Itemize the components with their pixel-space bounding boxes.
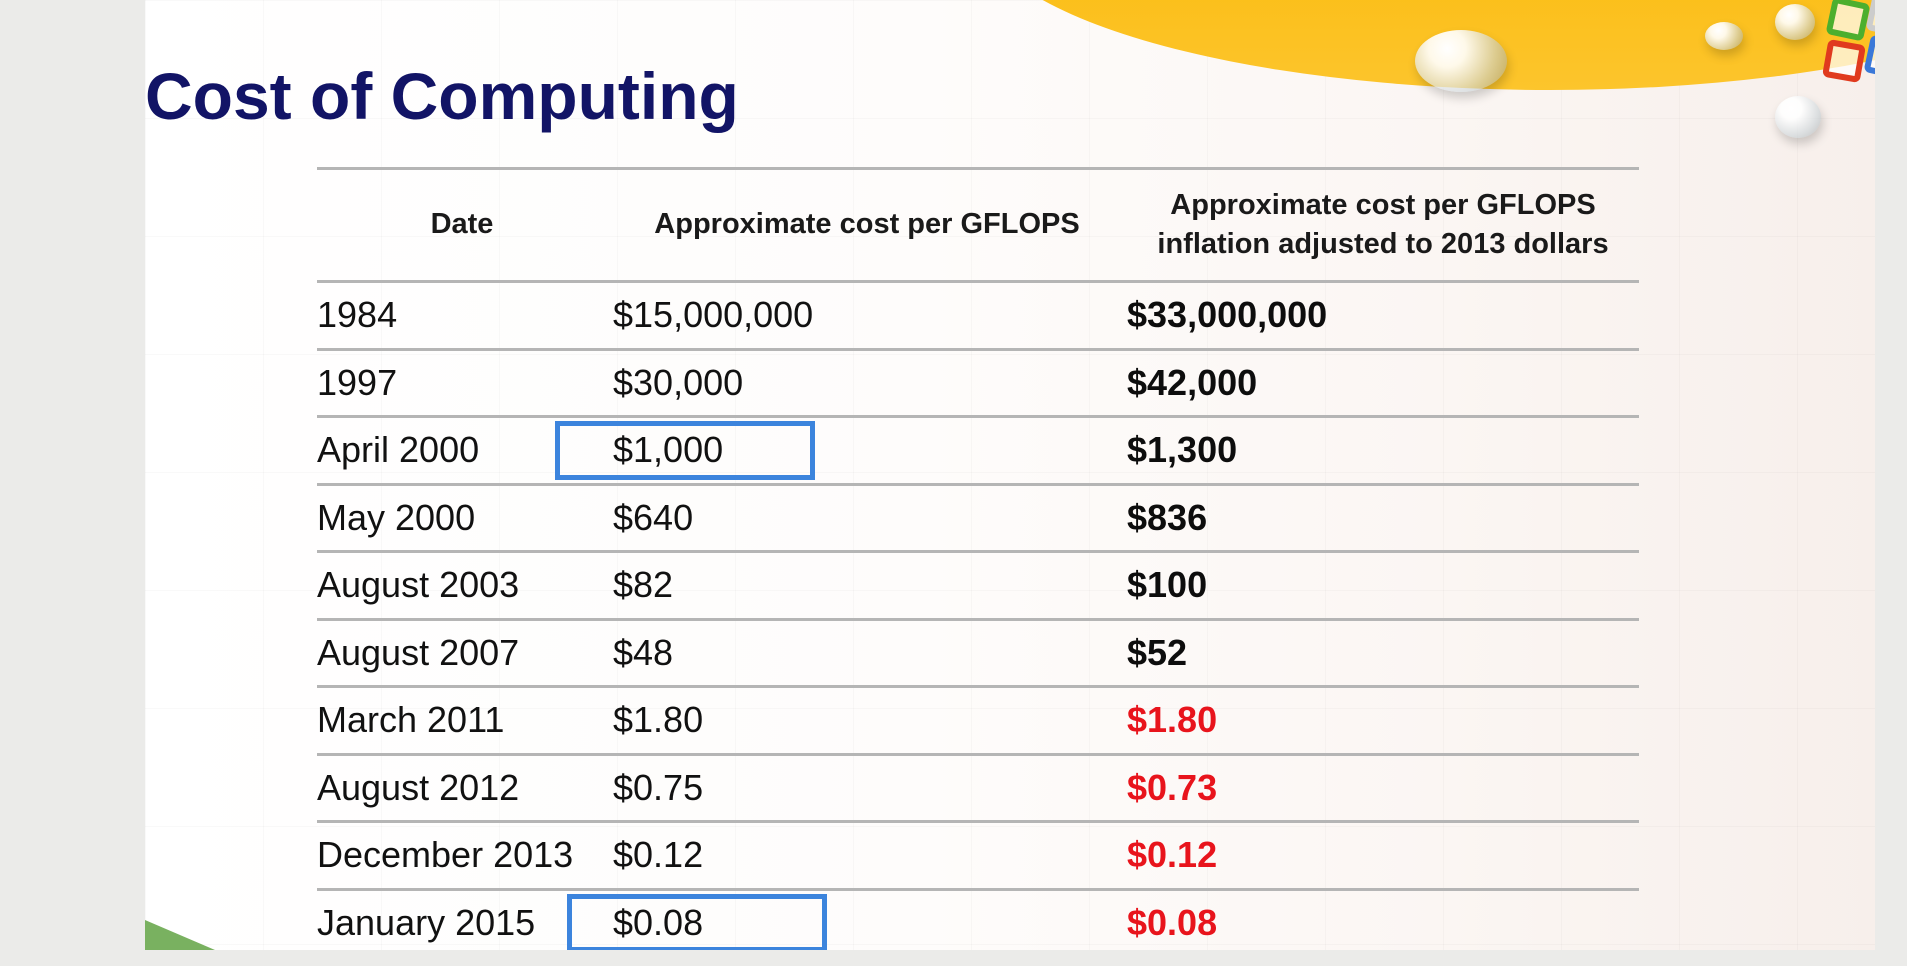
cell-adjusted: $52 <box>1127 619 1639 688</box>
cell-cost: $0.08 <box>567 889 1127 950</box>
table-body: 1984 $15,000,000 $33,000,000 1997 $30,000 $42… <box>317 281 1639 950</box>
cell-cost: $0.75 <box>607 754 1127 823</box>
cell-date: December 2013 <box>317 821 607 891</box>
cell-date: April 2000 <box>317 416 607 486</box>
water-drop-decoration <box>1415 30 1507 92</box>
cell-date: 1997 <box>317 349 607 418</box>
cell-adjusted: $1,300 <box>1127 416 1639 486</box>
cell-cost: $48 <box>607 619 1127 688</box>
cell-cost-value: $30,000 <box>613 361 744 403</box>
cell-cost-value: $0.75 <box>613 766 704 808</box>
cell-date: August 2012 <box>317 754 607 823</box>
corner-leaf-decoration <box>145 920 215 950</box>
cell-adjusted: $1.80 <box>1127 686 1639 756</box>
cell-cost: $1.80 <box>607 686 1127 756</box>
water-drop-decoration <box>1705 22 1743 50</box>
table-header-row: Date Approximate cost per GFLOPS Approxi… <box>317 167 1639 283</box>
slide-title: Cost of Computing <box>145 59 739 133</box>
cell-cost-value: $48 <box>613 631 674 673</box>
cell-adjusted: $0.08 <box>1127 889 1639 950</box>
table-row: August 2003 $82 $100 <box>317 551 1639 621</box>
cell-cost: $1,000 <box>555 416 1127 486</box>
cell-cost-value: $0.08 <box>613 901 704 943</box>
cell-cost: $640 <box>607 484 1127 553</box>
header-adjusted-line2: inflation adjusted to 2013 dollars <box>1157 228 1609 260</box>
cell-cost-value: $640 <box>613 496 694 538</box>
table-row: April 2000 $1,000 $1,300 <box>317 416 1639 486</box>
windows-squares-logo-icon <box>1795 0 1875 110</box>
table-row: March 2011 $1.80 $1.80 <box>317 686 1639 756</box>
table-row: January 2015 $0.08 $0.08 <box>317 889 1639 950</box>
cell-cost: $15,000,000 <box>607 281 1127 351</box>
cell-cost-value: $82 <box>613 564 674 606</box>
cell-cost-value: $15,000,000 <box>613 294 814 336</box>
water-drop-decoration <box>1775 4 1815 40</box>
header-adjusted-line1: Approximate cost per GFLOPS <box>1170 188 1596 221</box>
cell-date: March 2011 <box>317 686 607 756</box>
cell-adjusted: $100 <box>1127 551 1639 621</box>
cell-date: August 2003 <box>317 551 607 621</box>
water-drop-decoration <box>1775 96 1821 138</box>
header-cost: Approximate cost per GFLOPS <box>607 167 1127 283</box>
logo-square-green <box>1825 0 1871 42</box>
table-row: August 2007 $48 $52 <box>317 619 1639 688</box>
cell-adjusted: $0.12 <box>1127 821 1639 891</box>
table-row: May 2000 $640 $836 <box>317 484 1639 553</box>
table-row: 1984 $15,000,000 $33,000,000 <box>317 281 1639 351</box>
table-row: August 2012 $0.75 $0.73 <box>317 754 1639 823</box>
cell-date: May 2000 <box>317 484 607 553</box>
cell-date: January 2015 <box>317 889 607 950</box>
cell-cost: $30,000 <box>607 349 1127 418</box>
table-row: December 2013 $0.12 $0.12 <box>317 821 1639 891</box>
cell-cost: $0.12 <box>607 821 1127 891</box>
cell-cost-value: $0.12 <box>613 834 704 876</box>
cell-date: August 2007 <box>317 619 607 688</box>
cell-adjusted: $33,000,000 <box>1127 281 1639 351</box>
slide: Cost of Computing Date Approximate cost … <box>145 0 1875 950</box>
header-date: Date <box>317 167 607 283</box>
cell-date: 1984 <box>317 281 607 351</box>
cell-cost: $82 <box>607 551 1127 621</box>
cell-cost-value: $1.80 <box>613 699 704 741</box>
cost-table: Date Approximate cost per GFLOPS Approxi… <box>317 167 1639 950</box>
table-row: 1997 $30,000 $42,000 <box>317 349 1639 418</box>
cell-adjusted: $836 <box>1127 484 1639 553</box>
cell-cost-value: $1,000 <box>613 429 724 471</box>
header-adjusted: Approximate cost per GFLOPS inflation ad… <box>1127 167 1639 283</box>
cell-adjusted: $0.73 <box>1127 754 1639 823</box>
cell-adjusted: $42,000 <box>1127 349 1639 418</box>
logo-square-blue <box>1863 34 1875 80</box>
logo-square-red <box>1821 38 1867 84</box>
